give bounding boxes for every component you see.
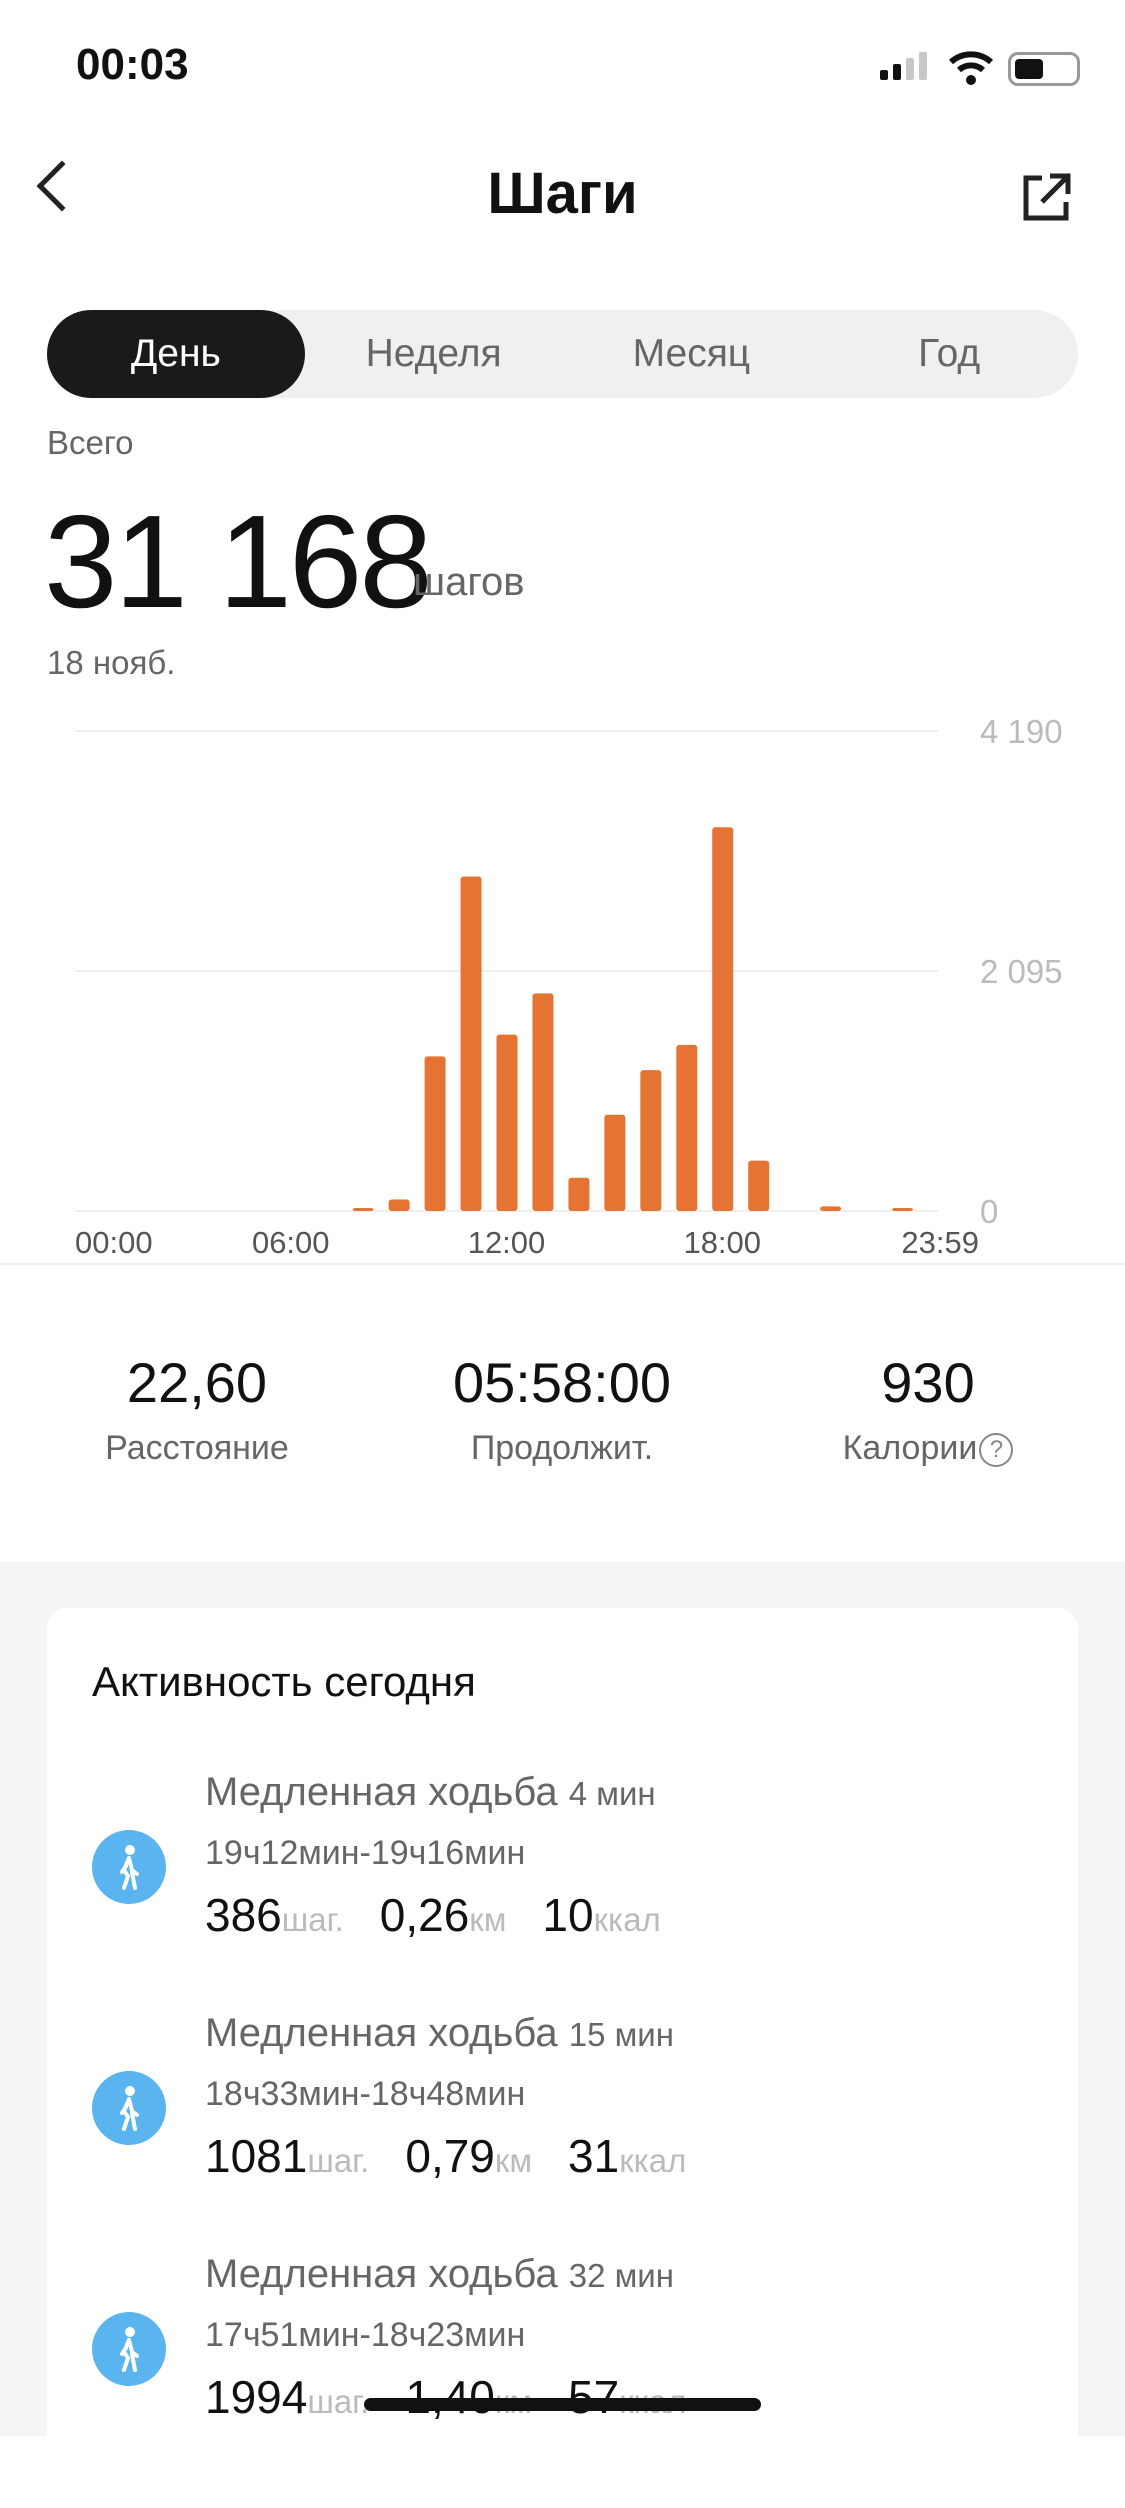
total-unit: шагов [413,560,525,604]
walking-icon [92,1830,166,1904]
walking-icon [92,2071,166,2145]
calories-value: 31 [568,2130,620,2182]
activity-time: 17ч51мин-18ч23мин [205,2316,526,2354]
status-time: 00:03 [76,40,189,89]
bar [424,1056,446,1211]
y-tick-label: 0 [980,1193,998,1230]
stat-label: Продолжит. [470,1429,654,1467]
distance-value: 1,40 [405,2371,495,2423]
y-tick-label: 2 095 [980,953,1063,990]
activity-time: 18ч33мин-18ч48мин [205,2075,526,2113]
activity-item[interactable]: Медленная ходьба 15 мин 18ч33мин-18ч48ми… [0,2011,1125,2251]
activity-type: Медленная ходьба 4 мин [205,1770,656,1814]
bar [604,1114,626,1211]
x-tick-label: 12:00 [468,1225,546,1260]
bar [712,827,734,1211]
activity-item[interactable]: Медленная ходьба 4 мин 19ч12мин-19ч16мин… [0,1770,1125,2010]
steps-chart: 4 190 2 095 0 00:00 06:00 12:00 18:00 23:59 [75,713,1063,1260]
distance-value: 0,26 [379,1889,470,1941]
total-label: Всего [47,424,134,461]
help-circle-icon[interactable]: ? [979,1433,1014,1468]
stat-label: Расстояние [105,1429,289,1467]
activity-stats: 1081шаг. 0,79км 31ккал [205,2129,686,2183]
steps-unit: шаг. [307,2142,370,2179]
signal-icon [880,52,927,80]
activity-title: Активность сегодня [92,1658,476,1705]
tab-month[interactable]: Месяц [632,332,751,375]
bar [748,1160,770,1211]
bar [460,876,482,1211]
activity-type: Медленная ходьба 15 мин [205,2011,674,2055]
steps-value: 1994 [205,2371,308,2423]
share-icon[interactable] [1020,172,1072,224]
tab-year[interactable]: Год [918,332,981,375]
total-steps: 31 168 [44,488,433,635]
calories-value: 57 [568,2371,620,2423]
activity-card [47,1608,1078,2508]
wifi-icon [949,51,993,85]
steps-value: 386 [205,1889,282,1941]
steps-value: 1081 [205,2130,308,2182]
distance-value: 0,79 [405,2130,495,2182]
stat-calories: 930 Калории? [743,1350,1113,1468]
stat-value: 05:58:00 [453,1351,671,1414]
distance-unit: км [494,2142,533,2179]
stat-label: Калории [842,1429,978,1467]
stat-value: 22,60 [126,1351,268,1414]
bar [820,1206,842,1211]
period-tabs: День Неделя Месяц Год [47,310,1078,398]
calories-unit: ккал [593,1901,661,1938]
x-tick-label: 00:00 [75,1225,153,1260]
stat-duration: 05:58:00 Продолжит. [377,1350,747,1468]
y-tick-label: 4 190 [980,713,1063,750]
steps-unit: шаг. [307,2383,370,2420]
stat-distance: 22,60 Расстояние [12,1350,382,1468]
distance-unit: км [469,1901,507,1938]
calories-unit: ккал [619,2142,687,2179]
tab-day[interactable]: День [47,310,305,398]
bar [388,1199,410,1211]
page-title: Шаги [487,161,638,226]
battery-icon [1008,52,1080,86]
steps-unit: шаг. [281,1901,344,1938]
activity-stats: 1994шаг. 1,40км 57ккал [205,2370,686,2424]
stat-value: 930 [881,1351,975,1414]
x-tick-label: 18:00 [683,1225,761,1260]
bar [532,993,554,1211]
x-tick-label: 23:59 [901,1225,979,1260]
walking-icon [92,2312,166,2386]
home-indicator[interactable] [364,2398,761,2411]
bar [676,1044,698,1211]
activity-time: 19ч12мин-19ч16мин [205,1834,526,1872]
bar [496,1034,518,1211]
bar [352,1208,374,1211]
bar [568,1177,590,1211]
activity-item[interactable]: Медленная ходьба 32 мин 17ч51мин-18ч23ми… [0,2252,1125,2492]
calories-value: 10 [542,1889,594,1941]
bar [892,1208,914,1211]
date-label: 18 нояб. [47,644,176,681]
activity-stats: 386шаг. 0,26км 10ккал [205,1888,661,1942]
bar [640,1070,662,1211]
x-tick-label: 06:00 [252,1225,330,1260]
activity-type: Медленная ходьба 32 мин [205,2252,674,2296]
tab-week[interactable]: Неделя [365,332,502,375]
divider [0,1263,1125,1265]
